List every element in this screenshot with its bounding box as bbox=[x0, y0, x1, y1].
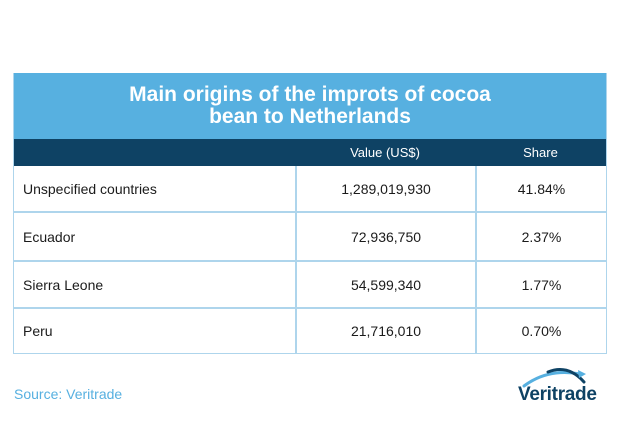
table-row: Sierra Leone 54,599,340 1.77% bbox=[14, 260, 606, 307]
cell-value: 72,936,750 bbox=[295, 213, 475, 260]
cell-origin: Peru bbox=[23, 323, 53, 339]
cell-value: 54,599,340 bbox=[295, 262, 475, 307]
logo-swoosh-icon bbox=[522, 368, 586, 388]
cell-share: 41.84% bbox=[475, 166, 606, 211]
table-title-band: Main origins of the improts of cocoa bea… bbox=[14, 73, 606, 139]
cell-origin: Unspecified countries bbox=[23, 180, 157, 197]
header-value: Value (US$) bbox=[350, 145, 420, 160]
header-share: Share bbox=[523, 145, 558, 160]
header-origin bbox=[14, 139, 295, 166]
table-row: Peru 21,716,010 0.70% bbox=[14, 307, 606, 353]
table-row: Unspecified countries 1,289,019,930 41.8… bbox=[14, 166, 606, 211]
table-header-row: Value (US$) Share bbox=[14, 139, 606, 166]
cell-share: 1.77% bbox=[475, 262, 606, 307]
table-title: Main origins of the improts of cocoa bea… bbox=[129, 83, 491, 128]
cell-value: 21,716,010 bbox=[295, 309, 475, 353]
data-table: Main origins of the improts of cocoa bea… bbox=[13, 73, 607, 354]
cell-origin: Sierra Leone bbox=[23, 276, 104, 293]
cell-share: 2.37% bbox=[475, 213, 606, 260]
source-note: Source: Veritrade bbox=[14, 386, 123, 402]
logo-text: Veritrade bbox=[518, 384, 597, 405]
table-row: Ecuador 72,936,750 2.37% bbox=[14, 211, 606, 260]
cell-origin: Ecuador bbox=[23, 228, 76, 245]
veritrade-logo: Veritrade bbox=[518, 366, 608, 406]
cell-share: 0.70% bbox=[475, 309, 606, 353]
cell-value: 1,289,019,930 bbox=[295, 166, 475, 211]
